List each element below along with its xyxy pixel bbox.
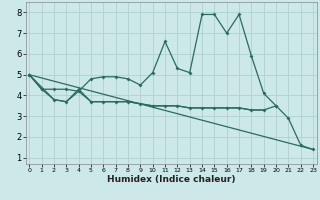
X-axis label: Humidex (Indice chaleur): Humidex (Indice chaleur) — [107, 175, 236, 184]
